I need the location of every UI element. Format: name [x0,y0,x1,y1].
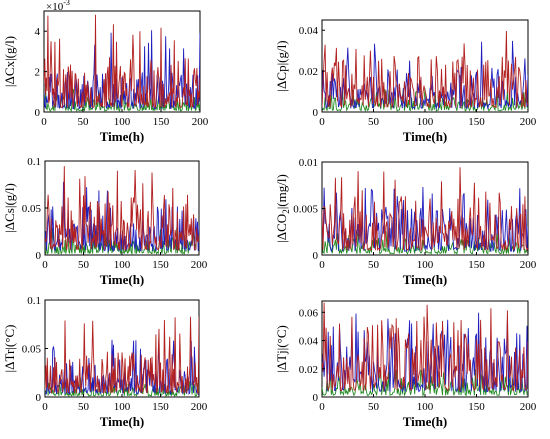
x-tick-label: 150 [152,259,169,271]
y-tick-label: 0.1 [27,156,41,168]
y-tick-label: 0 [313,107,319,119]
y-tick-label: 0.005 [293,204,318,216]
x-tick-label: 200 [520,116,537,128]
series-line-1 [322,40,528,111]
y-tick-label: 0.05 [22,344,42,356]
x-tick-label: 50 [78,116,90,128]
x-axis-label: Time(h) [100,272,145,287]
y-tick-label: 0.02 [299,364,318,376]
x-tick-label: 200 [520,259,537,271]
x-tick-label: 100 [417,401,434,413]
y-tick-label: 4 [35,26,41,38]
y-tick-label: 0.02 [299,66,318,78]
series-line-2 [44,14,200,109]
panel-5: 0 50 100 150 200 0 0.05 0.1 Time(h) |ΔTr|(°C) [2,295,208,429]
y-axis-label: |ΔTr|(°C) [2,325,17,373]
y-axis-label: |ΔCp|(g/l) [274,40,289,91]
y-axis-label: |ΔCx|(g/l) [2,36,17,87]
x-tick-label: 100 [114,116,131,128]
panel-4: 0 50 100 150 200 0 0.005 0.01 Time(h) |ΔCO2|(mg/l… [274,157,537,287]
x-tick-label: 0 [319,116,325,128]
x-tick-label: 0 [41,116,47,128]
x-tick-label: 100 [114,259,131,271]
x-tick-label: 50 [78,401,90,413]
x-tick-label: 200 [192,116,209,128]
x-tick-label: 100 [417,259,434,271]
x-tick-label: 0 [42,401,48,413]
x-tick-label: 0 [319,401,325,413]
x-axis-label: Time(h) [100,129,145,144]
y-axis-label: |ΔCs|(g/l) [2,183,17,233]
series-line-2 [322,30,528,109]
x-tick-label: 200 [191,401,208,413]
x-tick-label: 150 [468,116,485,128]
series-line-2 [45,316,199,395]
x-axis-label: Time(h) [100,414,145,429]
y-axis-label: |ΔTj|(°C) [274,325,289,373]
axis-exponent-label: ×10-3 [46,0,70,13]
y-tick-label: 0 [36,392,42,404]
x-axis-label: Time(h) [403,414,448,429]
y-tick-label: 0.05 [22,203,42,215]
x-tick-label: 150 [153,116,170,128]
panel-1: 0 50 100 150 200 0 2 4 Time(h) |ΔCx|(g/l) ×10-3 [2,0,209,144]
series-line-1 [322,186,528,253]
y-tick-label: 0 [313,250,319,262]
x-tick-label: 0 [319,259,325,271]
panel-3: 0 50 100 150 200 0 0.05 0.1 Time(h) |ΔCs|(g/l) [2,156,208,287]
panel-2: 0 50 100 150 200 0 0.02 0.04 Time(h) |ΔCp|(g/l) [274,19,537,144]
y-tick-label: 0.1 [27,295,41,307]
y-tick-label: 0 [35,107,41,119]
series-line-2 [45,166,199,252]
series-line-2 [322,167,528,252]
x-tick-label: 0 [42,259,48,271]
x-tick-label: 150 [468,401,485,413]
x-tick-label: 50 [368,259,380,271]
x-tick-label: 100 [417,116,434,128]
x-tick-label: 200 [191,259,208,271]
x-tick-label: 150 [468,259,485,271]
x-tick-label: 100 [114,401,131,413]
y-tick-label: 0.04 [299,336,319,348]
x-tick-label: 50 [368,116,380,128]
y-tick-label: 2 [35,67,41,79]
panel-6: 0 50 100 150 200 0 0.02 0.04 0.06 Time(h) |ΔTj|(°C… [274,300,537,429]
x-axis-label: Time(h) [403,272,448,287]
x-tick-label: 50 [368,401,380,413]
y-tick-label: 0.04 [299,25,319,37]
y-tick-label: 0 [36,250,42,262]
y-tick-label: 0 [313,392,319,404]
y-axis-label: |ΔCO2|(mg/l) [274,174,291,243]
y-tick-label: 0.06 [299,307,319,319]
x-tick-label: 200 [520,401,537,413]
x-tick-label: 150 [152,401,169,413]
x-axis-label: Time(h) [403,129,448,144]
series-line-2 [322,302,528,392]
x-tick-label: 50 [78,259,90,271]
y-tick-label: 0.01 [299,157,318,169]
